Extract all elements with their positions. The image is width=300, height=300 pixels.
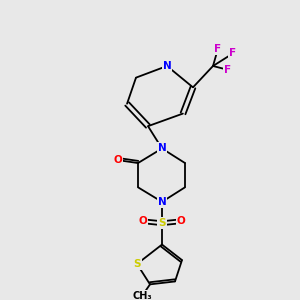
Text: N: N: [163, 61, 171, 71]
Text: O: O: [139, 216, 147, 226]
Text: F: F: [224, 65, 232, 75]
Text: N: N: [158, 197, 166, 207]
Text: CH₃: CH₃: [132, 291, 152, 300]
Text: O: O: [177, 216, 185, 226]
Text: N: N: [158, 143, 166, 154]
Text: F: F: [214, 44, 222, 53]
Text: O: O: [114, 155, 122, 165]
Text: F: F: [230, 48, 237, 59]
Text: S: S: [133, 259, 141, 269]
Text: S: S: [158, 218, 166, 228]
